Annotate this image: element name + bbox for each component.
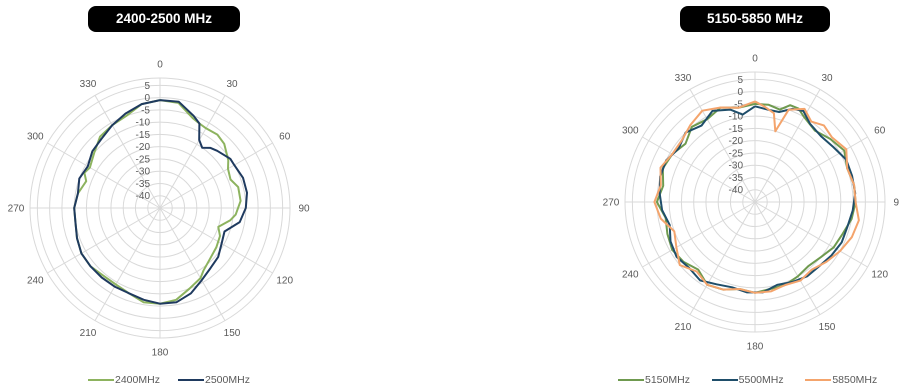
angle-tick-label: 60 xyxy=(874,126,886,137)
polar-chart-2400: 50-5-10-15-20-25-30-35-40030609012015018… xyxy=(8,60,310,359)
grid-spoke xyxy=(159,142,273,209)
r-tick-label: -30 xyxy=(136,167,151,178)
legend-swatch xyxy=(178,379,204,382)
legend-item: 2400MHz xyxy=(88,374,160,386)
r-tick-label: -35 xyxy=(729,173,744,184)
angle-tick-label: 330 xyxy=(80,79,97,90)
legend-label: 2500MHz xyxy=(205,374,250,386)
angle-tick-label: 0 xyxy=(752,54,758,65)
grid-spoke xyxy=(754,201,821,315)
r-tick-label: -20 xyxy=(729,136,744,147)
grid-spoke xyxy=(642,201,756,268)
grid-spoke xyxy=(754,89,821,203)
angle-tick-label: 180 xyxy=(152,348,169,359)
angle-tick-label: 270 xyxy=(8,204,25,215)
r-tick-label: 5 xyxy=(737,75,743,86)
angle-tick-label: 30 xyxy=(821,73,833,84)
r-tick-label: -40 xyxy=(136,191,151,202)
grid-spoke xyxy=(689,201,756,315)
angle-tick-label: 0 xyxy=(157,60,163,71)
chart-title: 2400-2500 MHz xyxy=(88,6,240,32)
chart-title: 5150-5850 MHz xyxy=(680,6,830,32)
angle-tick-label: 30 xyxy=(226,79,238,90)
r-tick-label: -40 xyxy=(729,185,744,196)
legend-label: 5150MHz xyxy=(645,374,690,386)
grid-spoke xyxy=(642,136,756,203)
r-tick-label: -15 xyxy=(136,130,151,141)
legend-swatch xyxy=(711,379,738,382)
angle-tick-label: 300 xyxy=(27,132,44,143)
r-tick-label: -30 xyxy=(729,161,744,172)
angle-tick-label: 60 xyxy=(279,132,291,143)
angle-tick-label: 330 xyxy=(675,73,692,84)
angle-tick-label: 90 xyxy=(298,204,310,215)
grid-spoke xyxy=(159,207,273,274)
grid-spoke xyxy=(754,201,868,268)
angle-tick-label: 240 xyxy=(27,276,44,287)
grid-spoke xyxy=(47,142,161,209)
angle-tick-label: 150 xyxy=(819,322,836,333)
r-tick-label: -5 xyxy=(141,105,150,116)
angle-tick-label: 90 xyxy=(893,198,899,209)
angle-tick-label: 150 xyxy=(224,328,241,339)
r-tick-label: -35 xyxy=(136,179,151,190)
r-tick-label: -5 xyxy=(734,99,743,110)
polar-chart-5150: 50-5-10-15-20-25-30-35-40030609012015018… xyxy=(603,54,899,353)
angle-tick-label: 300 xyxy=(622,126,639,137)
series-line-2500MHz xyxy=(73,99,248,305)
chart-panel-5150: 5150-5850 MHz 5 0 -5 -10 -15 -20 -25 -30 -35 -40 0… xyxy=(590,0,899,392)
grid-spoke xyxy=(689,89,756,203)
grid-spoke xyxy=(94,207,161,321)
grid-spoke xyxy=(94,95,161,209)
r-tick-label: -20 xyxy=(136,142,151,153)
angle-tick-label: 210 xyxy=(675,322,692,333)
r-tick-label: 5 xyxy=(144,81,150,92)
grid-spoke xyxy=(754,136,868,203)
legend-item: 5850MHz xyxy=(805,374,877,386)
legend-label: 2400MHz xyxy=(115,374,160,386)
legend-item: 5150MHz xyxy=(618,374,690,386)
legend-item: 5500MHz xyxy=(711,374,784,386)
grid-spoke xyxy=(159,207,226,321)
angle-tick-label: 120 xyxy=(276,276,293,287)
angle-tick-label: 120 xyxy=(871,270,888,281)
grid-spoke xyxy=(159,95,226,209)
r-tick-label: 0 xyxy=(144,93,150,104)
legend-swatch xyxy=(618,379,644,382)
r-tick-label: -10 xyxy=(729,112,744,123)
legend-label: 5500MHz xyxy=(738,374,784,386)
series-line-5850MHz xyxy=(653,100,860,294)
legend-item: 2500MHz xyxy=(178,374,250,386)
angle-tick-label: 270 xyxy=(603,198,620,209)
angle-tick-label: 180 xyxy=(747,342,764,353)
grid-spoke xyxy=(47,207,161,274)
r-tick-label: -10 xyxy=(136,118,151,129)
legend-swatch xyxy=(88,379,114,382)
r-tick-label: -25 xyxy=(729,148,744,159)
r-tick-label: -25 xyxy=(136,154,151,165)
chart-panel-2400: 2400-2500 MHz 5 0 -5 -10 -15 -20 -25 -30 -35 -40 0… xyxy=(0,0,340,392)
legend-swatch xyxy=(805,379,832,382)
angle-tick-label: 240 xyxy=(622,270,639,281)
r-tick-label: 0 xyxy=(737,87,743,98)
angle-tick-label: 210 xyxy=(80,328,97,339)
r-tick-label: -15 xyxy=(729,124,744,135)
legend-label: 5850MHz xyxy=(832,374,878,386)
